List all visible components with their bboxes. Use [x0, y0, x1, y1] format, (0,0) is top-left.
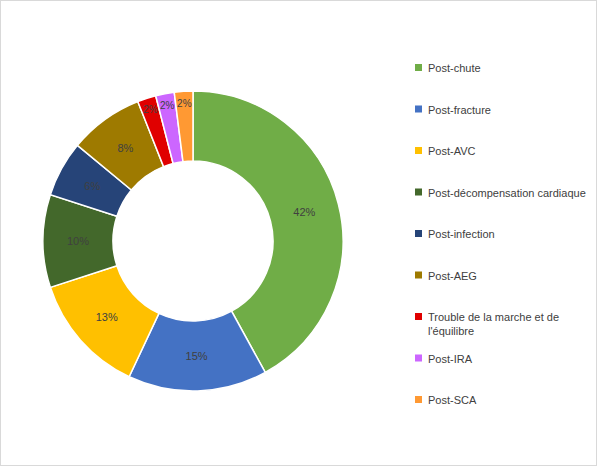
legend-label: Post-infection — [428, 228, 495, 240]
legend-swatch — [415, 189, 422, 196]
legend-swatch — [415, 147, 422, 154]
chart-frame — [1, 1, 597, 466]
legend-swatch — [415, 355, 422, 362]
chart: 42%15%13%10%6%8%2%2%2%Post-chutePost-fra… — [0, 0, 597, 466]
donut — [43, 91, 343, 391]
legend-label: Post-chute — [428, 62, 481, 74]
slice — [174, 91, 193, 162]
legend-swatch — [415, 106, 422, 113]
data-labels: 42%15%13%10%6%8%2%2%2% — [67, 98, 316, 362]
slice — [77, 102, 163, 190]
legend-label: Post-décompensation cardiaque — [428, 187, 586, 199]
legend: Post-chute Post-fracture Post-AVC Post-déco… — [415, 62, 586, 406]
legend-swatch — [415, 313, 422, 320]
data-label: 2% — [143, 104, 158, 115]
data-label: 8% — [117, 142, 133, 154]
data-label: 6% — [84, 180, 100, 192]
legend-swatch — [415, 272, 422, 279]
data-label: 13% — [96, 311, 118, 323]
legend-swatch — [415, 64, 422, 71]
data-label: 2% — [177, 98, 192, 109]
data-label: 10% — [67, 235, 89, 247]
data-label: 2% — [160, 100, 175, 111]
data-label: 42% — [293, 206, 315, 218]
legend-label: Post-SCA — [428, 394, 477, 406]
legend-label: Post-fracture — [428, 104, 491, 116]
legend-label: Post-AVC — [428, 145, 476, 157]
legend-swatch — [415, 230, 422, 237]
legend-swatch — [415, 396, 422, 403]
legend-label: Post-IRA — [428, 353, 473, 365]
legend-label: Post-AEG — [428, 270, 477, 282]
data-label: 15% — [186, 350, 208, 362]
legend-label: Trouble de la marche et del'équilibre — [428, 311, 559, 337]
